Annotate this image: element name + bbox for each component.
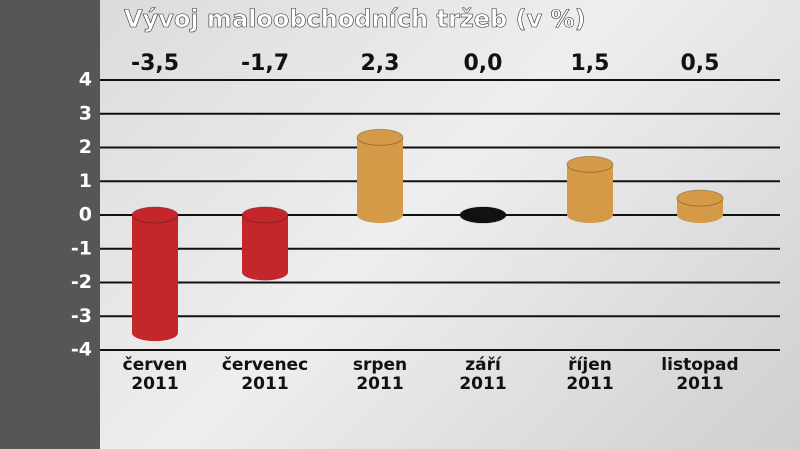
x-tick-label: listopad 2011 [661, 355, 739, 394]
y-tick-label: -1 [71, 237, 92, 259]
value-label: 0,5 [681, 51, 720, 76]
value-label: 0,0 [464, 51, 503, 76]
value-label: -3,5 [131, 51, 179, 76]
bar-top-cap [566, 155, 614, 173]
y-tick-label: -4 [71, 339, 92, 361]
bar-top-cap [356, 128, 404, 146]
bar [567, 164, 613, 215]
y-tick-label: 1 [79, 170, 92, 192]
x-tick-label: červenec 2011 [221, 355, 309, 394]
bar [242, 215, 288, 273]
y-tick-label: 4 [79, 69, 92, 91]
bar-bottom-cap [677, 207, 723, 223]
x-tick-label: srpen 2011 [352, 355, 408, 394]
bar-top-cap [241, 206, 289, 224]
bar-bottom-cap [567, 207, 613, 223]
bar-bottom-cap [242, 264, 288, 281]
y-tick-label: 0 [79, 204, 92, 226]
y-tick-label: -2 [71, 271, 92, 293]
bar [132, 215, 178, 334]
bar-bottom-cap [357, 207, 403, 223]
bar-top-cap [131, 206, 179, 224]
x-tick-label: říjen 2011 [566, 355, 614, 394]
bar-top-cap [676, 189, 724, 207]
x-tick-label: červen 2011 [122, 355, 188, 394]
chart-title: Vývoj maloobchodních tržeb (v %) [124, 5, 586, 33]
value-label: 2,3 [361, 51, 400, 76]
x-tick-label: září 2011 [459, 355, 507, 394]
y-tick-label: -3 [71, 305, 92, 327]
value-label: -1,7 [241, 51, 289, 76]
bar-top-cap [459, 206, 507, 224]
value-label: 1,5 [571, 51, 610, 76]
y-tick-label: 2 [79, 136, 92, 158]
y-tick-label: 3 [79, 102, 92, 124]
bar [357, 137, 403, 215]
side-strip [0, 0, 100, 449]
bar-bottom-cap [132, 325, 178, 342]
